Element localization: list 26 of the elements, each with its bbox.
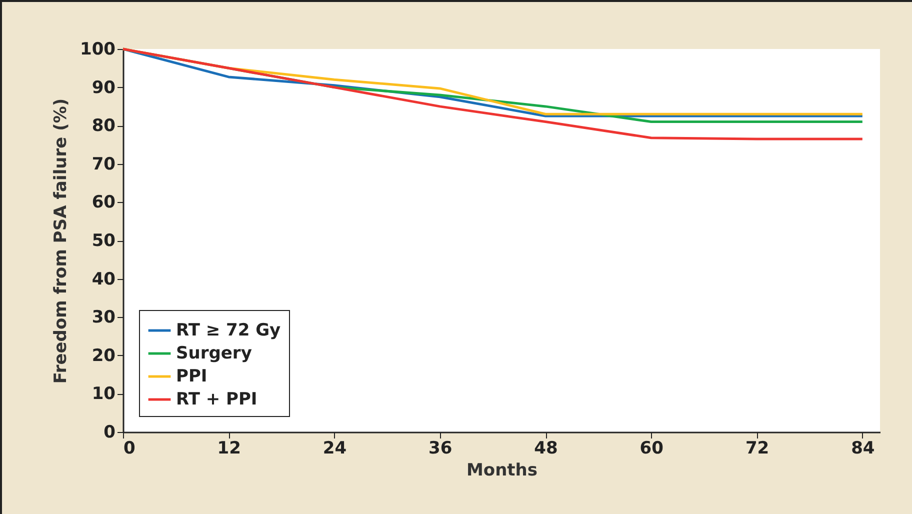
x-axis-title: Months bbox=[466, 460, 538, 480]
y-tick-label: 100 bbox=[80, 40, 116, 60]
x-tick-label: 60 bbox=[640, 438, 664, 458]
x-tick-label: 0 bbox=[124, 438, 136, 458]
x-tick-label: 24 bbox=[322, 438, 347, 458]
y-tick-label: 30 bbox=[92, 308, 116, 328]
y-tick-label: 50 bbox=[92, 231, 116, 251]
line-series bbox=[122, 48, 864, 140]
legend-label: RT ≥ 72 Gy bbox=[176, 320, 281, 340]
x-tick-label: 36 bbox=[428, 438, 452, 458]
legend-label: PPI bbox=[176, 366, 208, 386]
y-tick-label: 0 bbox=[104, 422, 116, 442]
y-tick-label: 10 bbox=[92, 384, 116, 404]
x-tick-label: 48 bbox=[534, 438, 558, 458]
x-tick-label: 84 bbox=[851, 438, 875, 458]
y-tick-label: 80 bbox=[92, 116, 116, 136]
y-tick-label: 40 bbox=[92, 269, 116, 290]
y-tick-label: 60 bbox=[92, 192, 116, 213]
y-tick-label: 90 bbox=[92, 78, 116, 98]
x-tick-label: 12 bbox=[217, 438, 241, 458]
y-tick-label: 20 bbox=[92, 346, 116, 366]
legend-label: Surgery bbox=[176, 344, 252, 364]
y-axis-title: Freedom from PSA failure (%) bbox=[51, 98, 72, 384]
legend-label: RT + PPI bbox=[176, 390, 258, 410]
x-tick-label: 72 bbox=[745, 438, 770, 458]
y-tick-label: 70 bbox=[92, 154, 116, 174]
